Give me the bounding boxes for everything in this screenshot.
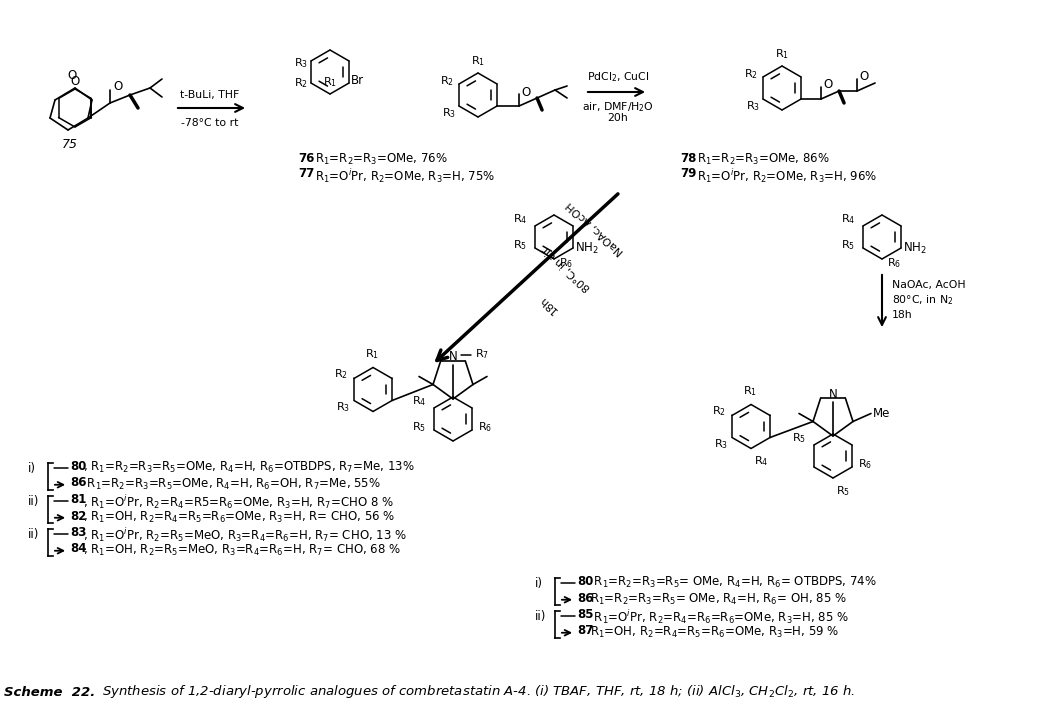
Text: R$_5$: R$_5$: [412, 420, 426, 434]
Text: 77: 77: [298, 167, 314, 180]
Text: NH$_2$: NH$_2$: [903, 241, 927, 256]
Text: 20h: 20h: [608, 113, 629, 123]
Text: R$_2$: R$_2$: [744, 67, 758, 81]
Text: i): i): [28, 462, 36, 474]
Text: R$_6$: R$_6$: [858, 457, 872, 471]
Text: R$_4$: R$_4$: [754, 455, 768, 468]
Text: R$_1$=O$^i$Pr, R$_2$=OMe, R$_3$=H, 96%: R$_1$=O$^i$Pr, R$_2$=OMe, R$_3$=H, 96%: [697, 167, 878, 185]
Text: 86: 86: [577, 592, 594, 604]
Text: R$_4$: R$_4$: [412, 394, 426, 408]
Text: R$_2$: R$_2$: [334, 368, 348, 381]
Text: 83: 83: [70, 526, 86, 539]
Text: R$_3$: R$_3$: [714, 438, 728, 451]
Text: R$_1$=R$_2$=R$_3$=R$_5$= OMe, R$_4$=H, R$_6$= OH, 85 %: R$_1$=R$_2$=R$_3$=R$_5$= OMe, R$_4$=H, R…: [591, 592, 847, 606]
Text: air, DMF/H$_2$O: air, DMF/H$_2$O: [582, 100, 654, 114]
Text: R$_4$: R$_4$: [841, 212, 855, 226]
Text: R$_3$: R$_3$: [746, 99, 760, 113]
Text: R$_2$: R$_2$: [294, 76, 307, 90]
Text: R$_6$: R$_6$: [887, 256, 901, 270]
Text: 18h: 18h: [537, 293, 559, 315]
Text: ii): ii): [28, 528, 39, 541]
Text: R$_1$: R$_1$: [471, 54, 485, 68]
Text: 80: 80: [70, 460, 86, 473]
Text: 80: 80: [577, 575, 594, 588]
Text: R$_5$: R$_5$: [836, 484, 850, 498]
Text: Synthesis of 1,2-diaryl-pyrrolic analogues of combretastatin A-4. (i) TBAF, THF,: Synthesis of 1,2-diaryl-pyrrolic analogu…: [102, 683, 855, 700]
Text: O: O: [113, 80, 122, 93]
Text: NaOAc, AcOH: NaOAc, AcOH: [892, 280, 966, 290]
Text: 84: 84: [70, 542, 86, 556]
Text: R$_2$: R$_2$: [712, 405, 726, 419]
Text: , R$_1$=OH, R$_2$=R$_4$=R$_5$=R$_6$=OMe, R$_3$=H, R= CHO, 56 %: , R$_1$=OH, R$_2$=R$_4$=R$_5$=R$_6$=OMe,…: [83, 510, 396, 525]
Text: -78°C to rt: -78°C to rt: [181, 118, 238, 128]
Text: R$_1$=R$_2$=R$_3$=OMe, 86%: R$_1$=R$_2$=R$_3$=OMe, 86%: [697, 152, 830, 167]
Text: 82: 82: [70, 510, 86, 522]
Text: 87: 87: [577, 625, 594, 638]
Text: 81: 81: [70, 493, 86, 506]
Text: 76: 76: [298, 152, 314, 165]
Text: O: O: [824, 78, 832, 92]
Text: ii): ii): [535, 610, 547, 623]
Text: Me: Me: [872, 407, 891, 420]
Text: O: O: [521, 85, 530, 99]
Text: i): i): [535, 577, 543, 590]
Text: 85: 85: [577, 608, 594, 621]
Text: ii): ii): [28, 495, 39, 508]
Text: 18h: 18h: [892, 310, 913, 320]
Text: 78: 78: [680, 152, 696, 165]
Text: R$_1$=O$^i$Pr, R$_2$=OMe, R$_3$=H, 75%: R$_1$=O$^i$Pr, R$_2$=OMe, R$_3$=H, 75%: [315, 167, 496, 185]
Text: R$_1$=R$_2$=R$_3$=R$_5$=OMe, R$_4$=H, R$_6$=OH, R$_7$=Me, 55%: R$_1$=R$_2$=R$_3$=R$_5$=OMe, R$_4$=H, R$…: [83, 477, 381, 491]
Text: R$_2$: R$_2$: [440, 74, 454, 88]
Text: NaOAc, AcOH: NaOAc, AcOH: [565, 199, 626, 256]
Text: 86: 86: [70, 477, 86, 489]
Text: , R$_1$=O$^i$Pr, R$_2$=R$_5$=MeO, R$_3$=R$_4$=R$_6$=H, R$_7$= CHO, 13 %: , R$_1$=O$^i$Pr, R$_2$=R$_5$=MeO, R$_3$=…: [83, 526, 406, 544]
Text: R$_6$: R$_6$: [478, 420, 493, 434]
Text: NH$_2$: NH$_2$: [575, 241, 599, 256]
Text: 80°C, in N$_2$: 80°C, in N$_2$: [892, 293, 953, 307]
Text: R$_1$=OH, R$_2$=R$_4$=R$_5$=R$_6$=OMe, R$_3$=H, 59 %: R$_1$=OH, R$_2$=R$_4$=R$_5$=R$_6$=OMe, R…: [591, 625, 838, 640]
Text: R$_1$: R$_1$: [365, 347, 379, 361]
Text: Br: Br: [351, 75, 364, 88]
Text: R$_4$: R$_4$: [513, 212, 527, 226]
Text: R$_1$=R$_2$=R$_3$=R$_5$= OMe, R$_4$=H, R$_6$= OTBDPS, 74%: R$_1$=R$_2$=R$_3$=R$_5$= OMe, R$_4$=H, R…: [591, 575, 877, 590]
Text: N: N: [829, 388, 837, 400]
Text: R$_3$: R$_3$: [336, 400, 350, 414]
Text: N: N: [449, 350, 458, 364]
Text: 79: 79: [680, 167, 696, 180]
Text: , R$_1$=O$^i$Pr, R$_2$=R$_4$=R5=R$_6$=OMe, R$_3$=H, R$_7$=CHO 8 %: , R$_1$=O$^i$Pr, R$_2$=R$_4$=R5=R$_6$=OM…: [83, 493, 394, 511]
Text: R$_5$: R$_5$: [513, 238, 527, 252]
Text: O: O: [859, 71, 868, 83]
Text: R$_3$: R$_3$: [294, 56, 307, 70]
Text: R$_5$: R$_5$: [792, 431, 807, 445]
Text: , R$_1$=OH, R$_2$=R$_5$=MeO, R$_3$=R$_4$=R$_6$=H, R$_7$= CHO, 68 %: , R$_1$=OH, R$_2$=R$_5$=MeO, R$_3$=R$_4$…: [83, 542, 401, 558]
Text: R$_1$: R$_1$: [743, 385, 758, 398]
Text: O: O: [67, 69, 77, 82]
Text: R$_7$: R$_7$: [475, 347, 489, 361]
Text: R$_1$: R$_1$: [323, 76, 337, 89]
Text: Scheme  22.: Scheme 22.: [4, 686, 96, 698]
Text: R$_6$: R$_6$: [559, 256, 573, 270]
Text: R$_1$=O$^i$Pr, R$_2$=R$_4$=R$_6$=R$_6$=OMe, R$_3$=H, 85 %: R$_1$=O$^i$Pr, R$_2$=R$_4$=R$_6$=R$_6$=O…: [591, 608, 849, 626]
Text: PdCl$_2$, CuCl: PdCl$_2$, CuCl: [587, 70, 649, 84]
Text: 80°C, in air: 80°C, in air: [541, 244, 593, 292]
Text: R$_1$=R$_2$=R$_3$=OMe, 76%: R$_1$=R$_2$=R$_3$=OMe, 76%: [315, 152, 448, 167]
Text: R$_3$: R$_3$: [442, 106, 456, 120]
Text: R$_5$: R$_5$: [841, 238, 855, 252]
Text: t-BuLi, THF: t-BuLi, THF: [181, 90, 239, 100]
Text: R$_1$: R$_1$: [775, 47, 789, 61]
Text: 75: 75: [62, 138, 78, 151]
Text: , R$_1$=R$_2$=R$_3$=R$_5$=OMe, R$_4$=H, R$_6$=OTBDPS, R$_7$=Me, 13%: , R$_1$=R$_2$=R$_3$=R$_5$=OMe, R$_4$=H, …: [83, 460, 415, 475]
Text: O: O: [70, 75, 80, 88]
